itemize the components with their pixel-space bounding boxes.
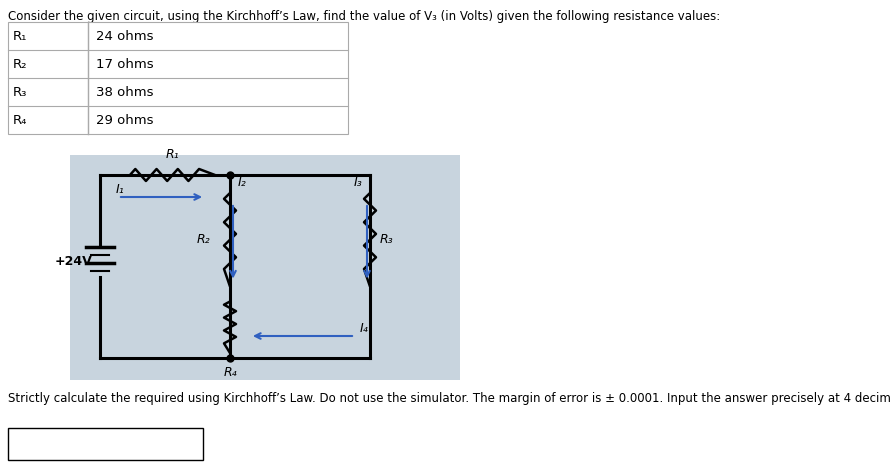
Bar <box>8 22 348 134</box>
Text: I₂: I₂ <box>238 176 247 189</box>
Text: R₁: R₁ <box>13 30 28 42</box>
Text: I₄: I₄ <box>360 322 369 335</box>
Text: I₃: I₃ <box>353 176 362 189</box>
Text: R₂: R₂ <box>196 233 210 246</box>
Text: R₄: R₄ <box>223 366 237 379</box>
Text: R₃: R₃ <box>13 86 28 99</box>
Text: 38 ohms: 38 ohms <box>96 86 153 99</box>
Text: 24 ohms: 24 ohms <box>96 30 153 42</box>
Text: Strictly calculate the required using Kirchhoff’s Law. Do not use the simulator.: Strictly calculate the required using Ki… <box>8 392 891 405</box>
Text: R₂: R₂ <box>13 57 28 70</box>
Text: R₁: R₁ <box>166 148 179 161</box>
Bar <box>8 428 203 460</box>
Text: R₃: R₃ <box>380 233 394 246</box>
Text: Consider the given circuit, using the Kirchhoff’s Law, find the value of V₃ (in : Consider the given circuit, using the Ki… <box>8 10 720 23</box>
Text: 29 ohms: 29 ohms <box>96 113 153 126</box>
Text: 17 ohms: 17 ohms <box>96 57 153 70</box>
Text: +24V: +24V <box>54 255 92 268</box>
Text: R₄: R₄ <box>13 113 28 126</box>
Bar <box>70 155 460 380</box>
Text: I₁: I₁ <box>116 183 125 196</box>
